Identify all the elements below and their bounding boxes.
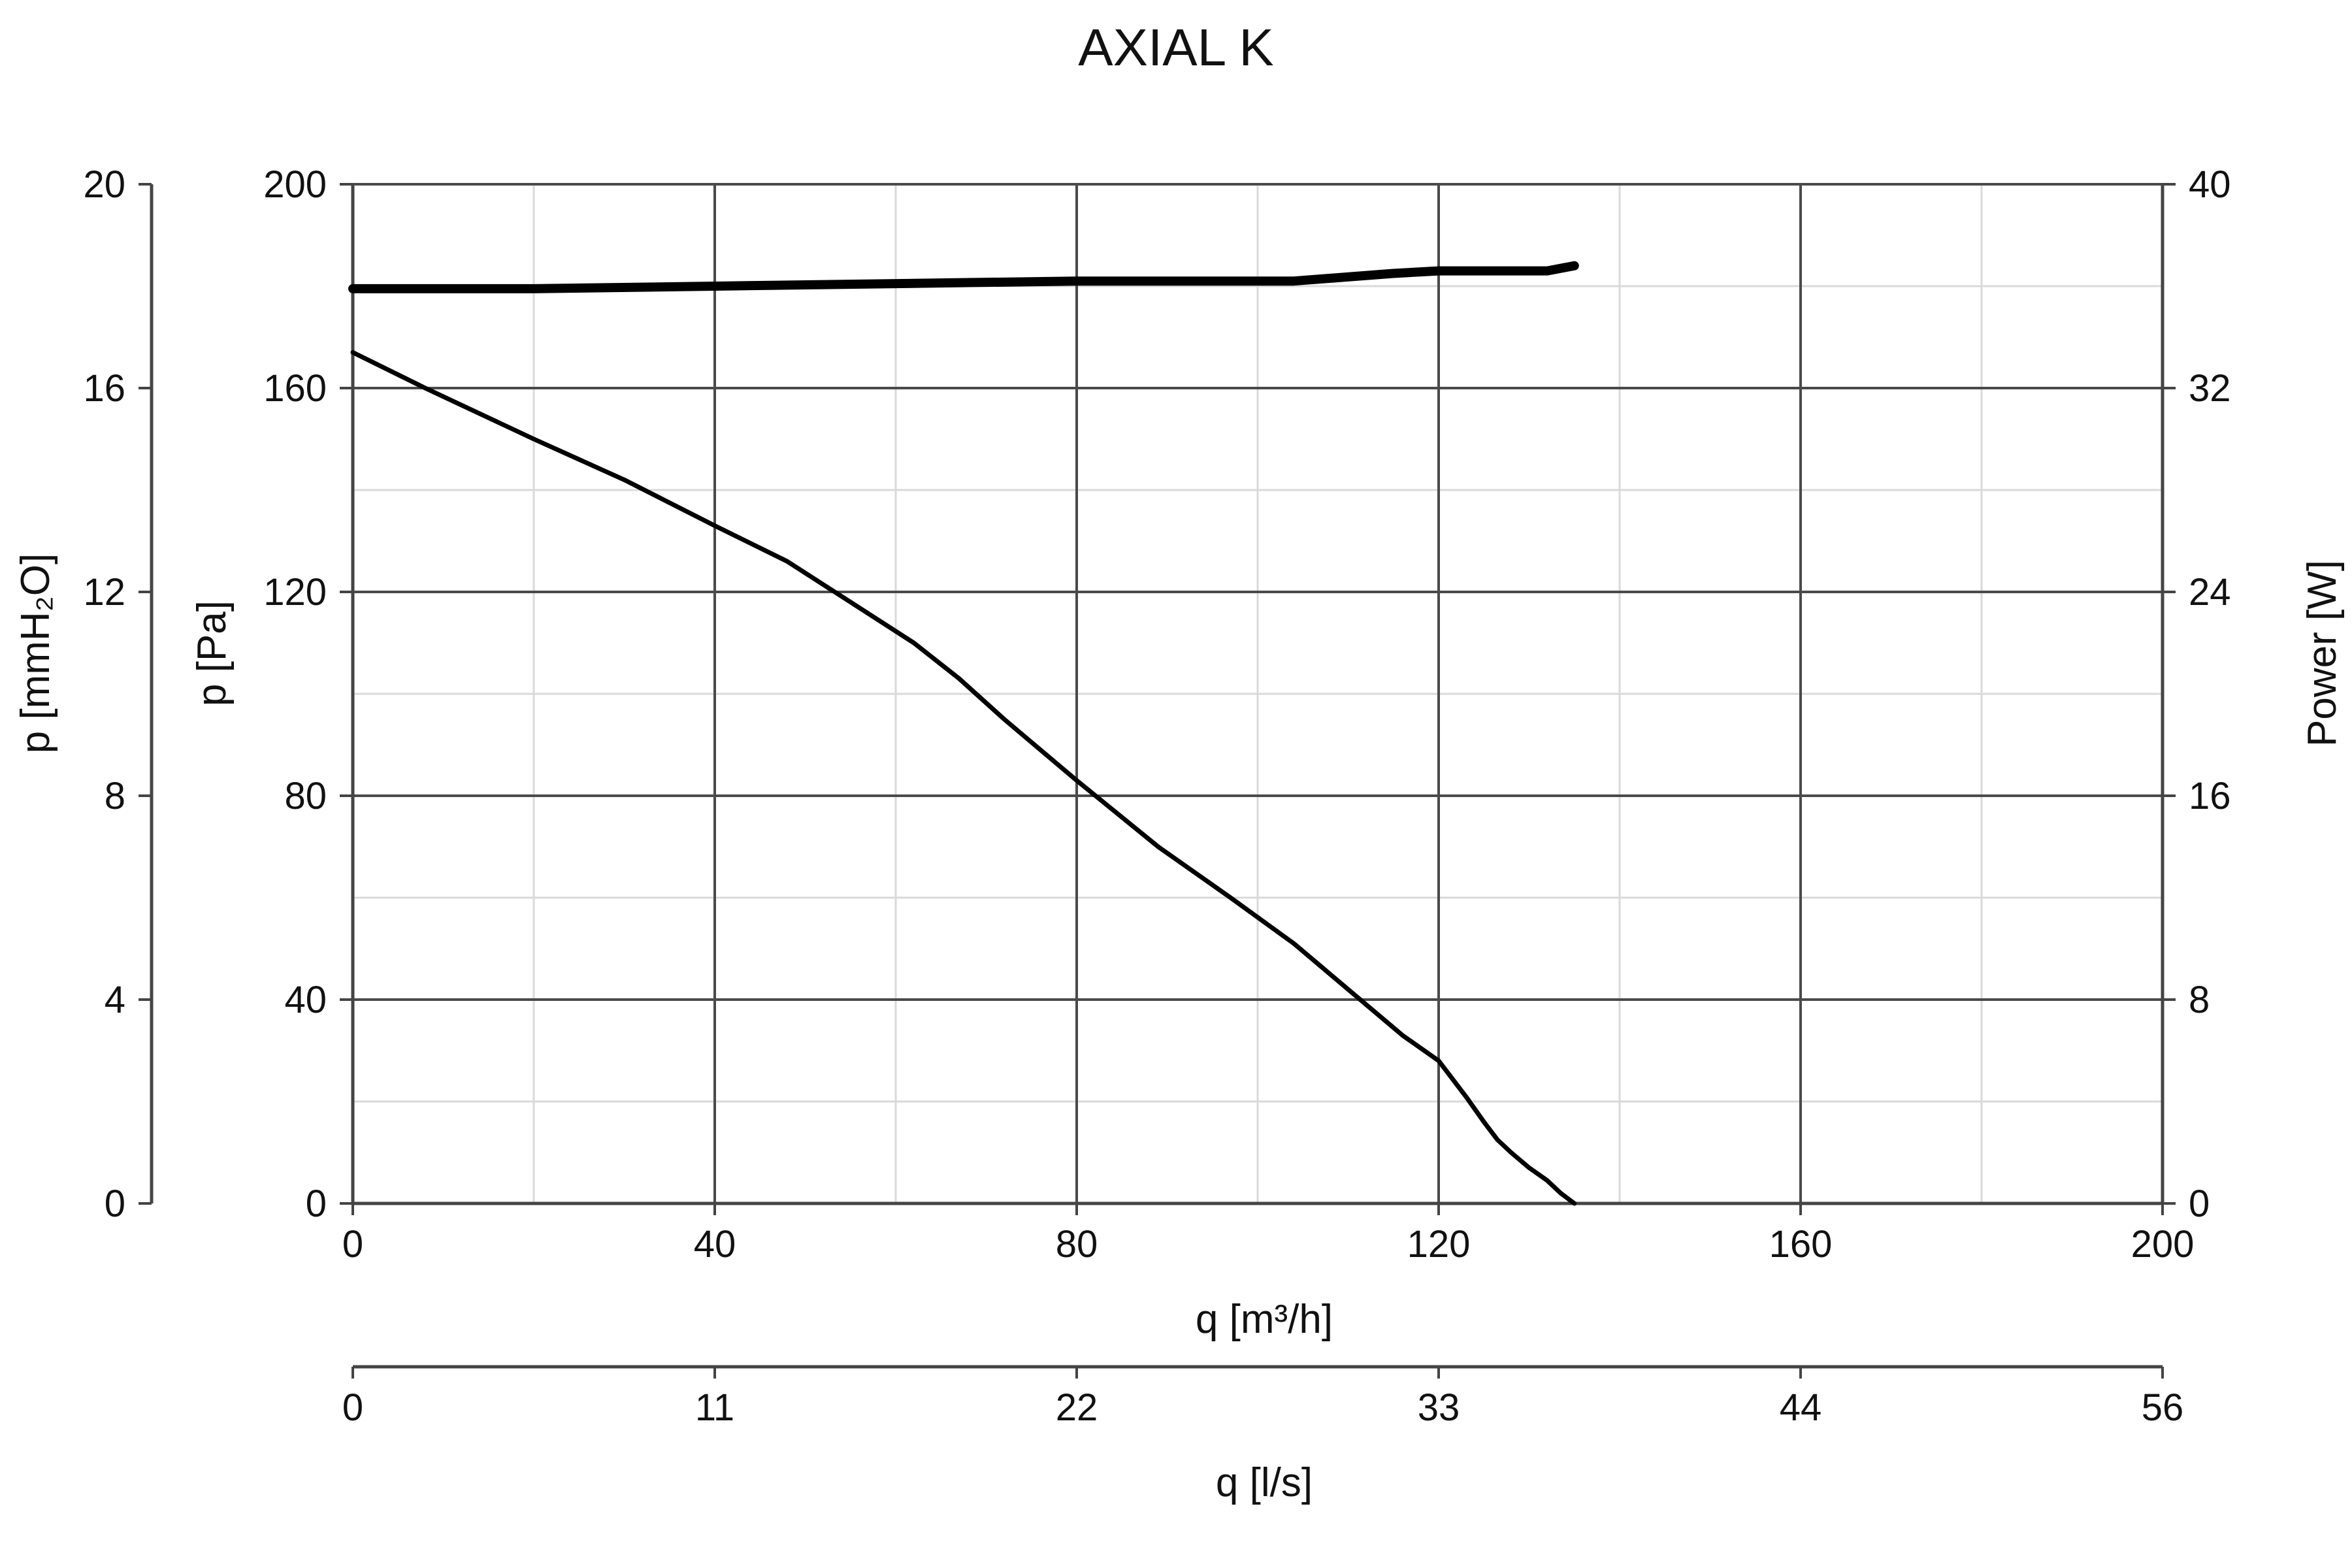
x2-tick-label: 11 [695,1386,734,1429]
y-axis-label: p [Pa] [189,600,235,706]
x-tick-label: 40 [694,1223,736,1266]
x-axis-label: q [m³/h] [1196,1297,1333,1342]
y-outer-tick-label: 8 [105,775,125,817]
y-outer-axis-label: p [mmH₂O] [13,553,58,754]
y-tick-label: 0 [306,1183,327,1225]
power-curve-line [348,261,1579,293]
y-tick-label: 120 [263,571,327,613]
series-lines [348,261,1579,1206]
y-right-tick-label: 32 [2189,367,2231,410]
y-tick-label: 160 [263,367,327,410]
y-right-tick-label: 8 [2189,979,2210,1021]
y-outer-tick-label: 0 [105,1183,125,1225]
x2-axis-label: q [l/s] [1216,1460,1313,1505]
x2-tick-label: 44 [1780,1386,1822,1429]
y-tick-label: 40 [284,979,327,1021]
axes [150,184,2164,1369]
y-outer-tick-label: 4 [105,979,125,1021]
x2-tick-label: 56 [2142,1386,2184,1429]
y-outer-tick-label: 16 [83,367,125,410]
minor-gridlines [353,184,2163,1203]
y-right-tick-label: 0 [2189,1183,2210,1225]
x2-tick-label: 33 [1418,1386,1460,1429]
y-outer-tick-label: 12 [83,571,125,613]
y-tick-label: 80 [284,775,327,817]
y-right-axis-label: Power [W] [2300,560,2345,747]
y-right-tick-label: 24 [2189,571,2231,613]
x-tick-label: 120 [1407,1223,1471,1266]
y-tick-label: 200 [263,163,327,206]
chart-title: AXIAL K [1078,18,1273,76]
y-right-tick-label: 16 [2189,775,2231,817]
pressure-curve-line [350,350,1577,1206]
x2-tick-label: 22 [1056,1386,1098,1429]
y-right-tick-label: 40 [2189,163,2231,206]
major-gridlines [353,183,2164,1203]
y-outer-tick-label: 20 [83,163,125,206]
x-tick-label: 0 [342,1223,363,1266]
x-tick-label: 80 [1056,1223,1098,1266]
x-tick-label: 160 [1769,1223,1833,1266]
x2-tick-label: 0 [342,1386,363,1429]
x-tick-label: 200 [2131,1223,2195,1266]
